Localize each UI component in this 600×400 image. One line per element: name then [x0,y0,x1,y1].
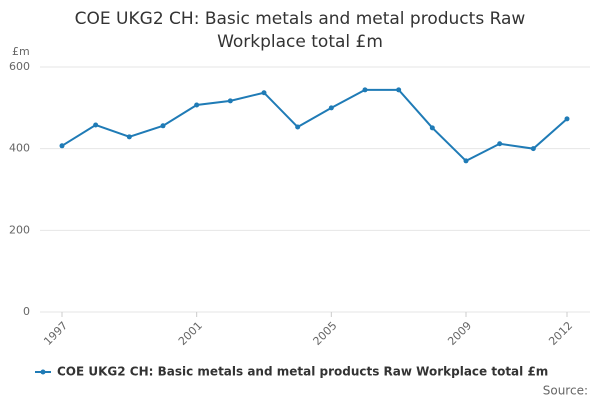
data-point [362,87,368,93]
y-tick-label: 0 [23,305,30,318]
data-point [59,143,65,149]
y-axis-label: £m [12,45,30,58]
y-tick-label: 200 [9,223,30,236]
data-point [530,146,536,152]
data-point [194,102,200,108]
x-tick-label: 2001 [176,319,205,348]
data-point [497,141,503,147]
x-tick-label: 1997 [41,319,70,348]
y-tick-label: 600 [9,60,30,73]
data-point [227,98,233,104]
data-point [295,124,301,130]
x-tick-label: 2009 [445,319,474,348]
data-point [328,105,334,111]
legend-marker [40,369,46,375]
x-tick-label: 2005 [311,319,340,348]
y-tick-label: 400 [9,142,30,155]
x-tick-label: 2012 [546,319,575,348]
data-line [61,88,568,163]
data-point [261,90,267,96]
data-point [429,125,435,131]
data-point [564,116,570,122]
data-point [126,134,132,140]
source: Source: [543,384,588,398]
data-point [396,87,402,93]
chart-title: COE UKG2 CH: Basic metals and metal prod… [74,9,526,52]
legend-label: COE UKG2 CH: Basic metals and metal prod… [57,365,548,379]
data-point [160,123,166,129]
data-point [463,158,469,164]
data-point [93,122,99,128]
